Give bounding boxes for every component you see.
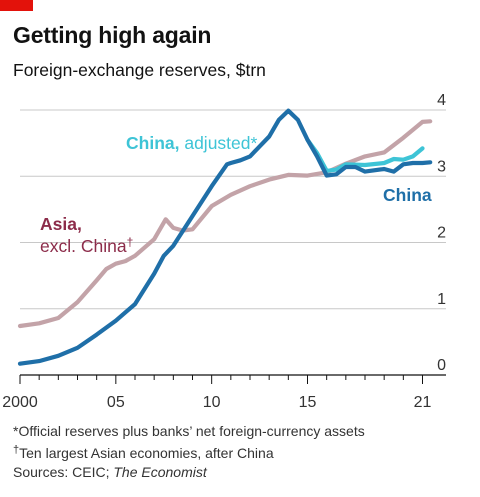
source-italic: The Economist (113, 464, 207, 480)
annotation-asia-line2-text: excl. China (40, 236, 127, 256)
y-tick-label-2: 2 (437, 225, 446, 242)
annotation-china-adjusted-rest: adjusted* (179, 133, 257, 153)
y-tick-label-0: 0 (437, 357, 446, 374)
source-prefix: Sources: CEIC; (13, 464, 114, 480)
y-tick-label-4: 4 (437, 92, 446, 109)
series-line-china (17, 108, 433, 366)
x-tick-label-15: 15 (299, 394, 317, 411)
series-lines (17, 108, 433, 366)
x-axis: 2000 05 10 15 21 (2, 374, 446, 411)
footnotes: *Official reserves plus banks’ net forei… (13, 422, 365, 482)
y-tick-label-3: 3 (437, 158, 446, 175)
footnote-adjusted: *Official reserves plus banks’ net forei… (13, 423, 365, 439)
footnote-asia: †Ten largest Asian economies, after Chin… (13, 441, 365, 463)
x-tick-label-10: 10 (203, 394, 221, 411)
annotation-china-adjusted: China, adjusted* (126, 133, 258, 153)
x-tick-label-05: 05 (107, 394, 125, 411)
y-tick-label-1: 1 (437, 291, 446, 308)
chart-subtitle: Foreign-exchange reserves, $trn (13, 60, 266, 80)
chart-title: Getting high again (13, 22, 212, 48)
annotation-asia-line2-mark: † (127, 235, 134, 249)
source-line: Sources: CEIC; The Economist (13, 463, 365, 482)
annotation-china: China (383, 185, 432, 205)
brand-accent-bar (0, 0, 33, 11)
series-line-asia (17, 119, 433, 329)
footnote-asia-text: Ten largest Asian economies, after China (19, 445, 274, 461)
annotation-asia-line2: excl. China† (40, 235, 133, 256)
y-tick-labels: 0 1 2 3 4 (437, 92, 446, 374)
footnote-asia-mark: † (13, 444, 20, 456)
x-tick-label-21: 21 (414, 394, 432, 411)
chart-canvas: 2000 05 10 15 21 0 1 2 3 4 China, adjusted* Chin… (2, 92, 446, 411)
annotation-china-adjusted-name: China, (126, 133, 179, 153)
gridlines (20, 109, 446, 310)
x-tick-label-2000: 2000 (2, 394, 38, 411)
annotation-asia-line1: Asia, (40, 214, 82, 234)
